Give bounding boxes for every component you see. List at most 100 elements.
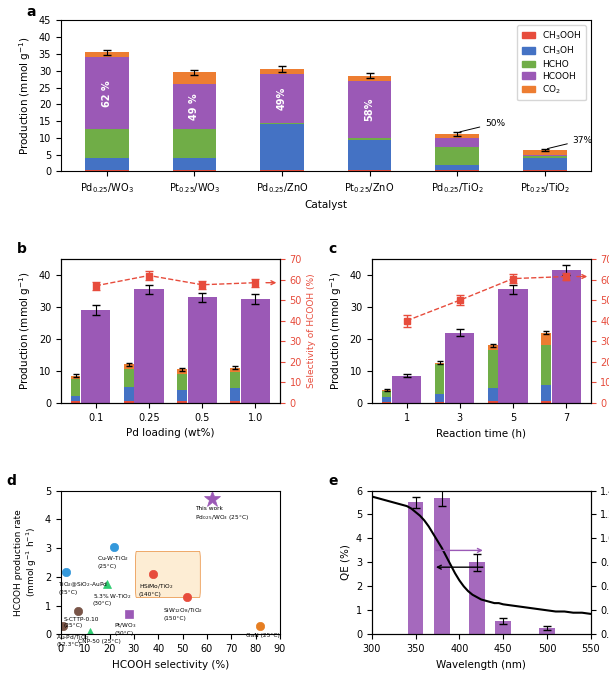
- Bar: [85, 170, 128, 171]
- Bar: [172, 130, 216, 158]
- Text: 49%: 49%: [277, 87, 287, 110]
- Bar: [523, 150, 566, 155]
- X-axis label: Pd loading (wt%): Pd loading (wt%): [126, 428, 214, 438]
- Bar: [71, 401, 80, 403]
- Bar: [230, 368, 240, 372]
- Bar: [495, 621, 511, 634]
- Bar: [488, 345, 498, 350]
- Bar: [445, 333, 474, 403]
- Bar: [135, 289, 164, 403]
- Bar: [541, 345, 551, 385]
- Text: 58%: 58%: [365, 98, 375, 121]
- Bar: [85, 53, 128, 57]
- Text: Au-Pd/TiO$_2$
(52.3°C): Au-Pd/TiO$_2$ (52.3°C): [56, 633, 90, 647]
- Bar: [260, 124, 304, 170]
- Bar: [260, 74, 304, 123]
- Bar: [177, 374, 187, 390]
- Bar: [260, 69, 304, 74]
- Bar: [541, 333, 551, 345]
- Text: SiW$_{12}$O$_8$/TiO$_2$
(150°C): SiW$_{12}$O$_8$/TiO$_2$ (150°C): [163, 606, 203, 621]
- Bar: [435, 402, 445, 403]
- Text: CNP-50 (25°C): CNP-50 (25°C): [78, 640, 121, 644]
- Bar: [348, 81, 392, 138]
- Text: HSiMo/TiO$_2$
(140°C): HSiMo/TiO$_2$ (140°C): [139, 582, 174, 597]
- Bar: [541, 385, 551, 401]
- Legend: CH$_3$OOH, CH$_3$OH, HCHO, HCOOH, CO$_2$: CH$_3$OOH, CH$_3$OH, HCHO, HCOOH, CO$_2$: [517, 25, 586, 100]
- Bar: [552, 270, 581, 403]
- Bar: [177, 369, 187, 374]
- Text: GaN (25°C): GaN (25°C): [246, 633, 280, 638]
- Bar: [469, 563, 485, 634]
- Bar: [382, 402, 392, 403]
- Bar: [71, 376, 80, 379]
- Bar: [382, 397, 392, 402]
- Bar: [71, 379, 80, 396]
- Text: TiO$_2$@SiO$_2$-AuPd
(25°C): TiO$_2$@SiO$_2$-AuPd (25°C): [58, 580, 108, 595]
- Bar: [85, 130, 128, 158]
- Y-axis label: Production (mmol g$^{-1}$): Production (mmol g$^{-1}$): [328, 271, 344, 390]
- Bar: [435, 134, 479, 138]
- Y-axis label: QE (%): QE (%): [340, 544, 350, 580]
- Text: c: c: [328, 242, 336, 256]
- Bar: [539, 628, 555, 634]
- Bar: [177, 401, 187, 403]
- Bar: [541, 401, 551, 403]
- Text: 50%: 50%: [460, 119, 505, 132]
- X-axis label: Reaction time (h): Reaction time (h): [436, 428, 526, 438]
- Bar: [523, 170, 566, 171]
- Bar: [124, 387, 133, 401]
- Bar: [435, 147, 479, 165]
- Bar: [71, 396, 80, 401]
- Bar: [488, 401, 498, 403]
- X-axis label: Catalyst: Catalyst: [304, 201, 347, 211]
- Bar: [188, 297, 217, 403]
- Text: a: a: [26, 5, 36, 19]
- Bar: [241, 299, 270, 403]
- Bar: [172, 84, 216, 130]
- Text: 62 %: 62 %: [102, 80, 112, 106]
- Bar: [382, 391, 392, 397]
- Bar: [348, 76, 392, 81]
- Bar: [85, 158, 128, 170]
- Bar: [434, 498, 449, 634]
- Bar: [407, 503, 423, 634]
- Bar: [124, 401, 133, 403]
- Bar: [124, 364, 133, 369]
- Text: Pt/WO$_3$
(30°C): Pt/WO$_3$ (30°C): [114, 621, 137, 636]
- Bar: [348, 140, 392, 170]
- Bar: [523, 158, 566, 170]
- Bar: [523, 156, 566, 158]
- Bar: [230, 401, 240, 403]
- Bar: [230, 389, 240, 401]
- Text: 37%: 37%: [547, 136, 593, 149]
- Text: This work
Pd$_{0.25}$/WO$_3$ (25°C): This work Pd$_{0.25}$/WO$_3$ (25°C): [195, 506, 249, 522]
- Bar: [172, 170, 216, 171]
- Text: 49 %: 49 %: [189, 93, 200, 120]
- Bar: [435, 364, 445, 394]
- Bar: [498, 289, 527, 403]
- X-axis label: Wavelength (nm): Wavelength (nm): [436, 659, 526, 670]
- Bar: [435, 165, 479, 170]
- Text: d: d: [6, 474, 16, 488]
- Bar: [230, 372, 240, 389]
- Bar: [81, 310, 110, 403]
- Bar: [260, 170, 304, 171]
- Y-axis label: HCOOH production rate
(mmol g$^{-1}$ h$^{-1}$): HCOOH production rate (mmol g$^{-1}$ h$^…: [14, 509, 40, 616]
- Text: Cu-W-TiO$_2$
(25°C): Cu-W-TiO$_2$ (25°C): [97, 554, 129, 569]
- X-axis label: HCOOH selectivity (%): HCOOH selectivity (%): [111, 659, 229, 670]
- Bar: [260, 123, 304, 124]
- Bar: [124, 369, 133, 387]
- Bar: [172, 72, 216, 84]
- Bar: [488, 389, 498, 401]
- Y-axis label: Production (mmol g$^{-1}$): Production (mmol g$^{-1}$): [18, 271, 33, 390]
- Text: e: e: [328, 474, 337, 488]
- Text: 5.3% W-TiO$_2$
(30°C): 5.3% W-TiO$_2$ (30°C): [93, 592, 132, 606]
- Bar: [392, 376, 421, 403]
- Bar: [172, 158, 216, 170]
- FancyBboxPatch shape: [136, 552, 200, 597]
- Text: S-CTTP-0.10
(25°C): S-CTTP-0.10 (25°C): [63, 617, 99, 628]
- Text: b: b: [17, 242, 27, 256]
- Y-axis label: Production (mmol g$^{-1}$): Production (mmol g$^{-1}$): [17, 37, 33, 155]
- Bar: [348, 170, 392, 171]
- Bar: [435, 170, 479, 171]
